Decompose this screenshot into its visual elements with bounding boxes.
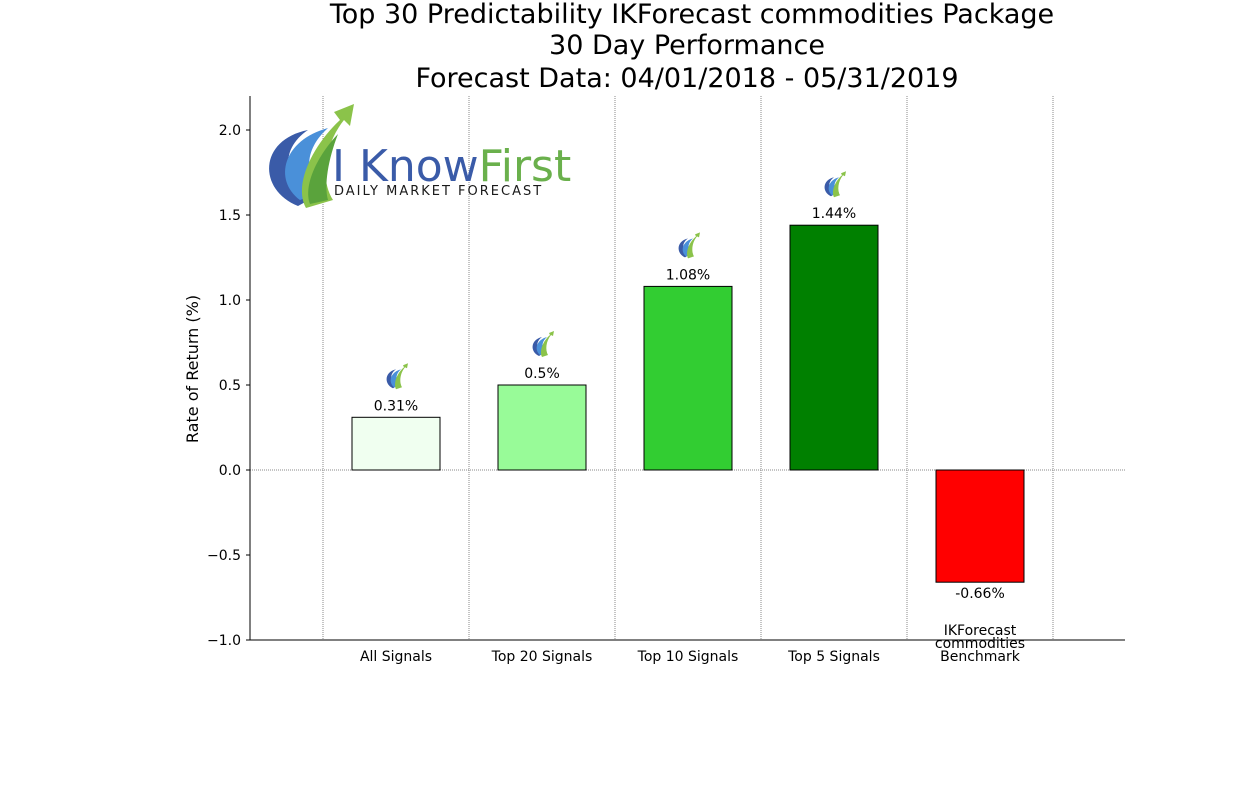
iknowfirst-logo: I KnowFirst DAILY MARKET FORECAST	[269, 104, 571, 208]
y-tick-label: 0.5	[219, 378, 241, 394]
y-tick-labels: 2.0 1.5 1.0 0.5 0.0 −0.5 −1.0	[207, 123, 250, 649]
bar	[497, 384, 587, 471]
y-tick-label: 0.0	[219, 463, 241, 479]
bars	[351, 224, 1025, 583]
logo-wordmark-right: First	[479, 141, 572, 192]
bar	[935, 469, 1025, 583]
x-category-label: Top 20 Signals	[491, 649, 593, 665]
chart-title-line-1: Top 30 Predictability IKForecast commodi…	[329, 0, 1054, 30]
value-label: 1.44%	[812, 206, 856, 222]
x-category-label: Top 5 Signals	[787, 649, 880, 665]
y-tick-label: −0.5	[207, 548, 241, 564]
y-axis-label: Rate of Return (%)	[183, 295, 202, 443]
logo-swoosh-icon	[269, 104, 354, 208]
chart-title-line-2: 30 Day Performance	[549, 30, 825, 61]
value-label: 0.5%	[524, 366, 560, 382]
value-label: -0.66%	[955, 586, 1005, 602]
mini-logo-icon	[678, 232, 700, 259]
gridlines	[250, 96, 1125, 640]
axes	[249, 96, 1125, 641]
bar-logo-icons	[386, 171, 846, 390]
mini-logo-icon	[386, 363, 408, 390]
x-category-labels: All Signals Top 20 Signals Top 10 Signals T…	[360, 623, 1025, 665]
x-category-label: Benchmark	[940, 649, 1021, 665]
logo-tagline: DAILY MARKET FORECAST	[334, 184, 543, 199]
value-label: 1.08%	[666, 267, 710, 283]
mini-logo-icon	[824, 171, 846, 198]
logo-wordmark-left: I Know	[332, 141, 479, 192]
logo-wordmark: I KnowFirst	[332, 141, 571, 192]
bar	[789, 224, 879, 471]
bar	[351, 416, 441, 471]
y-tick-label: 2.0	[219, 123, 241, 139]
y-tick-label: 1.0	[219, 293, 241, 309]
value-labels: 0.31% 0.5% 1.08% 1.44% -0.66%	[374, 206, 1005, 602]
y-tick-label: −1.0	[207, 633, 241, 649]
x-category-label: All Signals	[360, 649, 432, 665]
x-category-label: commodities	[935, 636, 1025, 652]
x-category-label: IKForecast	[944, 623, 1017, 639]
chart-title: Top 30 Predictability IKForecast commodi…	[329, 0, 1054, 94]
bar	[643, 285, 733, 471]
x-category-label: Top 10 Signals	[637, 649, 739, 665]
y-tick-label: 1.5	[219, 208, 241, 224]
value-label: 0.31%	[374, 398, 418, 414]
chart-title-line-3: Forecast Data: 04/01/2018 - 05/31/2019	[415, 63, 958, 94]
mini-logo-icon	[532, 331, 554, 357]
